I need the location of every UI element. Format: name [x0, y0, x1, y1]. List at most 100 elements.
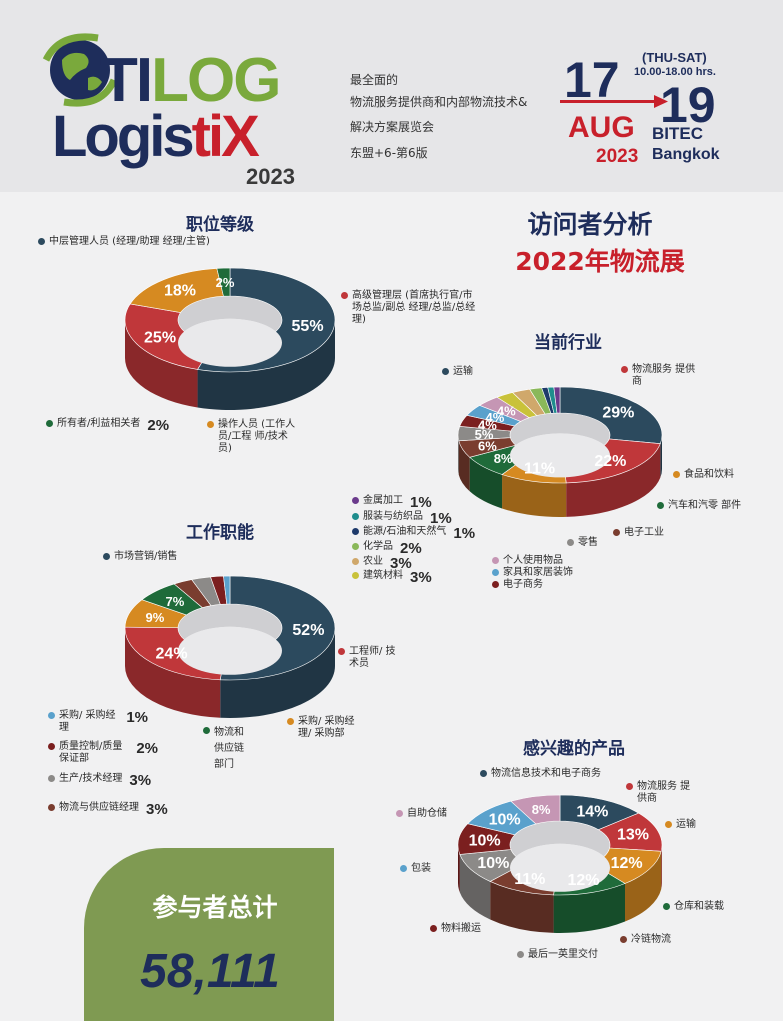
legend-industry-chemical: 化学品 2%	[352, 541, 422, 556]
legend-dot	[203, 727, 210, 734]
donut-hole-wall	[178, 296, 282, 343]
legend-label: 服装与纺织品	[363, 511, 423, 522]
legend-dot	[352, 528, 359, 535]
slice-value-label: 24%	[156, 645, 188, 662]
header-band	[0, 0, 783, 192]
legend-industry-ecommerce: 电子商务	[492, 579, 543, 591]
slice-side	[490, 881, 554, 933]
donut-chart-job-function: 52% 24% 9%7%	[124, 575, 336, 718]
slice-side	[566, 443, 661, 517]
donut-chart-job-level: 55% 25% 18% 2%	[124, 267, 336, 410]
total-label: 参与者总计	[152, 893, 278, 922]
legend-dot	[48, 804, 55, 811]
legend-job-level-senior: 高级管理层 (首席执行官/市场总监/副总 经理/总监/总经理)	[341, 290, 481, 326]
legend-label: 建筑材料	[363, 570, 403, 581]
slice-value-label: 22%	[594, 453, 626, 470]
slice-value-label: 8%	[532, 802, 551, 817]
slice-1-0	[559, 386, 663, 444]
legend-function-production: 生产/技术经理 3%	[48, 773, 151, 788]
legend-industry-electronics: 电子工业	[613, 527, 664, 539]
logo-year: 2023	[246, 164, 295, 189]
slice-value-label: 4%	[486, 410, 505, 425]
tagline-line-3: 解决方案展览会	[350, 120, 435, 134]
legend-function-purchasing: 采购/ 采购经理/ 采购部	[287, 716, 357, 740]
slice-value-label: 55%	[292, 318, 324, 335]
legend-label: 操作人员 (工作人员/工程 师/技术员)	[218, 419, 296, 454]
slice-value-label: 6%	[478, 438, 497, 453]
legend-products-lsp: 物流服务 提供商	[626, 781, 696, 805]
legend-label: 高级管理层 (首席执行官/市场总监/副总 经理/总监/总经理)	[352, 290, 476, 325]
tagline-line-1: 最全面的	[350, 73, 399, 87]
chart-title-industry: 当前行业	[534, 333, 602, 353]
slice-value-label: 7%	[166, 594, 185, 609]
logo-log: LOG	[151, 46, 281, 115]
chart-title-products: 感兴趣的产品	[523, 739, 625, 759]
legend-dot	[673, 471, 680, 478]
date-start: 17	[564, 52, 620, 108]
legend-dot	[442, 368, 449, 375]
legend-label: 最后一英里交付	[528, 949, 598, 960]
slice-2-7	[223, 575, 231, 605]
legend-pct: 3%	[410, 569, 432, 586]
slice-side	[661, 845, 662, 890]
slice-value-label: 52%	[292, 622, 324, 639]
legend-label: 中层管理人员 (经理/助理 经理/主管)	[49, 236, 210, 247]
donut-hole	[178, 626, 282, 675]
date-month: AUG	[568, 111, 635, 144]
legend-dot	[352, 497, 359, 504]
slice-value-label: 11%	[524, 461, 555, 478]
legend-label: 物流服务 提供商	[632, 364, 696, 387]
legend-industry-metal: 金属加工 1%	[352, 495, 432, 510]
legend-label: 生产/技术经理	[59, 773, 123, 784]
legend-pct: 2%	[400, 540, 422, 557]
legend-industry-auto: 汽车和汽零 部件	[657, 500, 742, 512]
legend-label: 能源/石油和天然气	[363, 526, 447, 537]
legend-industry-food: 食品和饮料	[673, 469, 734, 481]
slice-side	[660, 435, 662, 478]
legend-function-quality: 质量控制/质量 保证部 2%	[48, 741, 158, 765]
legend-products-cold-chain: 冷链物流	[620, 934, 671, 946]
chart-title-job-function: 工作职能	[186, 523, 254, 543]
legend-label: 市场营销/销售	[114, 551, 178, 562]
legend-industry-transport: 运输	[442, 366, 473, 378]
legend-pct: 1%	[410, 494, 432, 511]
logo-tilog: TILOG	[100, 50, 281, 112]
legend-pct: 3%	[390, 555, 412, 572]
slice-value-label: 8%	[494, 451, 513, 466]
slice-value-label: 5%	[475, 427, 494, 442]
slice-side	[458, 435, 459, 475]
date-hours: 10.00-18.00 hrs.	[634, 66, 716, 78]
donut-chart-industry: 29%22%11%8%6%5%4%4%4%	[457, 386, 663, 517]
legend-dot	[341, 292, 348, 299]
legend-dot	[492, 557, 499, 564]
legend-dot	[338, 648, 345, 655]
slice-side	[458, 440, 470, 492]
legend-pct: 1%	[453, 525, 476, 542]
donut-hole	[510, 843, 610, 892]
page-title: 访问者分析	[527, 210, 653, 239]
legend-job-level-owner: 所有者/利益相关者 2%	[46, 418, 169, 433]
legend-products-it: 物流信息技术和电子商务	[480, 768, 601, 780]
logo-ti: TI	[100, 46, 153, 115]
legend-products-transport: 运输	[665, 819, 696, 831]
logo-tix: tiX	[191, 104, 260, 169]
donut-hole-wall	[510, 821, 610, 868]
slice-value-label: 9%	[146, 610, 165, 625]
legend-label: 食品和饮料	[684, 469, 734, 480]
slice-value-label: 14%	[576, 804, 608, 821]
legend-label: 物料搬运	[441, 923, 481, 934]
legend-pct: 2%	[136, 740, 158, 757]
tagline-line-4: 东盟+6-第6版	[350, 146, 428, 160]
legend-job-level-operator: 操作人员 (工作人员/工程 师/技术员)	[207, 419, 297, 455]
legend-dot	[48, 743, 55, 750]
date-days: (THU-SAT)	[642, 50, 707, 65]
legend-industry-lsp: 物流服务 提供商	[621, 364, 696, 388]
legend-label: 汽车和汽零 部件	[668, 500, 742, 511]
legend-dot	[621, 366, 628, 373]
legend-label: 质量控制/质量 保证部	[59, 741, 123, 764]
legend-dot	[430, 925, 437, 932]
legend-industry-retail: 零售	[567, 537, 598, 549]
arrow-icon	[560, 95, 668, 108]
donut-hole	[178, 318, 282, 367]
legend-label: 运输	[453, 366, 473, 377]
